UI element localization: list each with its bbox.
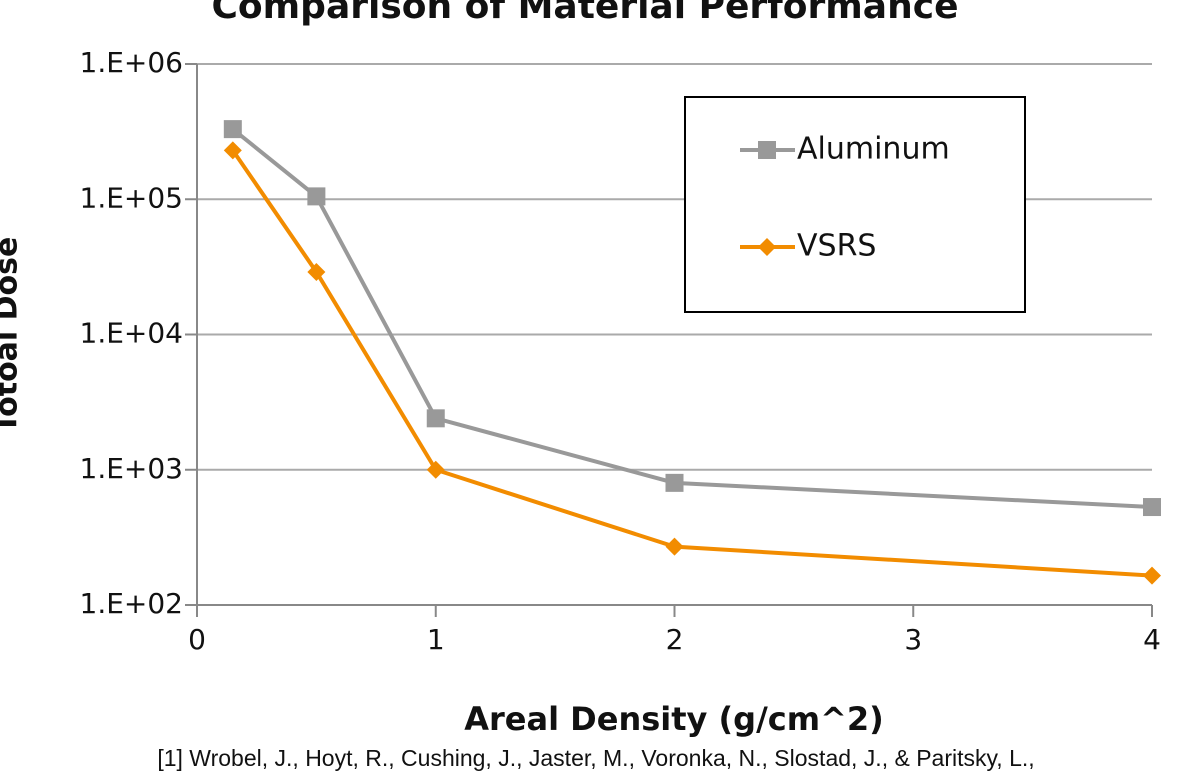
x-tick-label: 4	[1143, 623, 1161, 656]
y-tick-label: 1.E+06	[80, 46, 184, 79]
x-tick-label: 0	[188, 623, 206, 656]
y-axis-label: Totoal Dose	[0, 237, 25, 434]
y-tick-label: 1.E+04	[80, 317, 184, 350]
chart-title: Comparison of Material Performance	[212, 0, 959, 27]
legend-label: Aluminum	[797, 132, 950, 167]
y-tick-label: 1.E+05	[80, 181, 184, 214]
marker	[665, 473, 684, 492]
marker	[223, 120, 242, 139]
marker	[1143, 566, 1161, 585]
marker	[665, 537, 684, 556]
y-tick-label: 1.E+02	[80, 587, 184, 620]
legend-box	[684, 96, 1026, 313]
y-tick-label: 1.E+03	[80, 452, 184, 485]
caption: [1] Wrobel, J., Hoyt, R., Cushing, J., J…	[157, 745, 1034, 771]
x-tick-label: 2	[666, 623, 684, 656]
x-tick-label: 3	[904, 623, 922, 656]
marker	[307, 187, 326, 206]
marker	[307, 262, 326, 281]
marker	[1143, 498, 1161, 517]
x-tick-label: 1	[427, 623, 445, 656]
marker	[758, 141, 776, 159]
marker	[223, 141, 242, 160]
marker	[426, 409, 445, 428]
marker	[426, 460, 445, 479]
legend-label: VSRS	[797, 229, 876, 264]
marker	[758, 238, 776, 256]
x-axis-label: Areal Density (g/cm^2)	[464, 700, 884, 738]
